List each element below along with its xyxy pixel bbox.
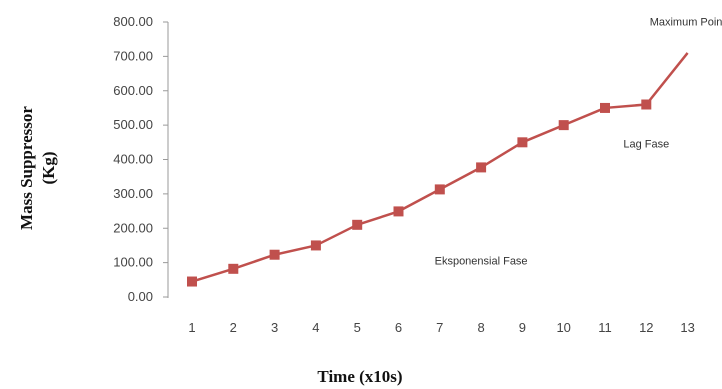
y-tick-label: 800.00 [113, 14, 153, 29]
data-point-marker [269, 249, 280, 260]
data-point-marker [352, 219, 363, 230]
chart-annotation: Lag Fase [623, 138, 669, 150]
x-tick-label: 6 [395, 320, 402, 335]
y-tick-label: 500.00 [113, 117, 153, 132]
data-point-marker [476, 162, 487, 173]
chart-annotation: Eksponensial Fase [435, 255, 528, 267]
x-tick-label: 9 [519, 320, 526, 335]
x-tick-label: 11 [598, 320, 612, 335]
x-tick-label: 2 [230, 320, 237, 335]
x-ticks: 1 2 3 4 5 6 7 8 9 10 11 12 13 [188, 320, 694, 335]
chart-annotation: Maximum Point [650, 16, 722, 28]
data-point-marker [187, 276, 197, 287]
data-point-marker [517, 137, 528, 148]
x-tick-label: 10 [556, 320, 570, 335]
data-point-marker [434, 184, 445, 195]
data-point-marker [310, 240, 321, 251]
y-tick-label: 200.00 [113, 220, 153, 235]
y-axis-title-line-1: Mass Suppressor [17, 106, 36, 230]
y-tick-label: 600.00 [113, 83, 153, 98]
y-tick-label: 700.00 [113, 48, 153, 63]
x-tick-label: 12 [639, 320, 653, 335]
data-point-marker [393, 206, 404, 217]
y-tick-label: 300.00 [113, 186, 153, 201]
y-axis-title-line-2: (Kg) [39, 151, 58, 184]
x-tick-label: 1 [188, 320, 195, 335]
data-point-marker [228, 263, 239, 274]
x-tick-label: 3 [271, 320, 278, 335]
x-tick-label: 5 [354, 320, 361, 335]
x-axis-title: Time (x10s) [317, 367, 402, 386]
y-tick-label: 100.00 [113, 255, 153, 270]
x-tick-label: 13 [680, 320, 694, 335]
x-tick-label: 7 [436, 320, 443, 335]
y-tick-label: 0.00 [128, 289, 153, 304]
data-point-marker [600, 102, 610, 113]
series-layer [187, 52, 689, 287]
data-point-marker [641, 99, 652, 110]
y-tick-label: 400.00 [113, 152, 153, 167]
x-tick-label: 4 [312, 320, 319, 335]
x-tick-label: 8 [477, 320, 484, 335]
y-ticks: 0.00 100.00 200.00 300.00 400.00 500.00 600.00… [113, 14, 168, 304]
data-point-marker [558, 120, 569, 131]
annotations: Maximum Point Lag Fase Eksponensial Fase [435, 16, 722, 267]
series-line [191, 52, 689, 283]
